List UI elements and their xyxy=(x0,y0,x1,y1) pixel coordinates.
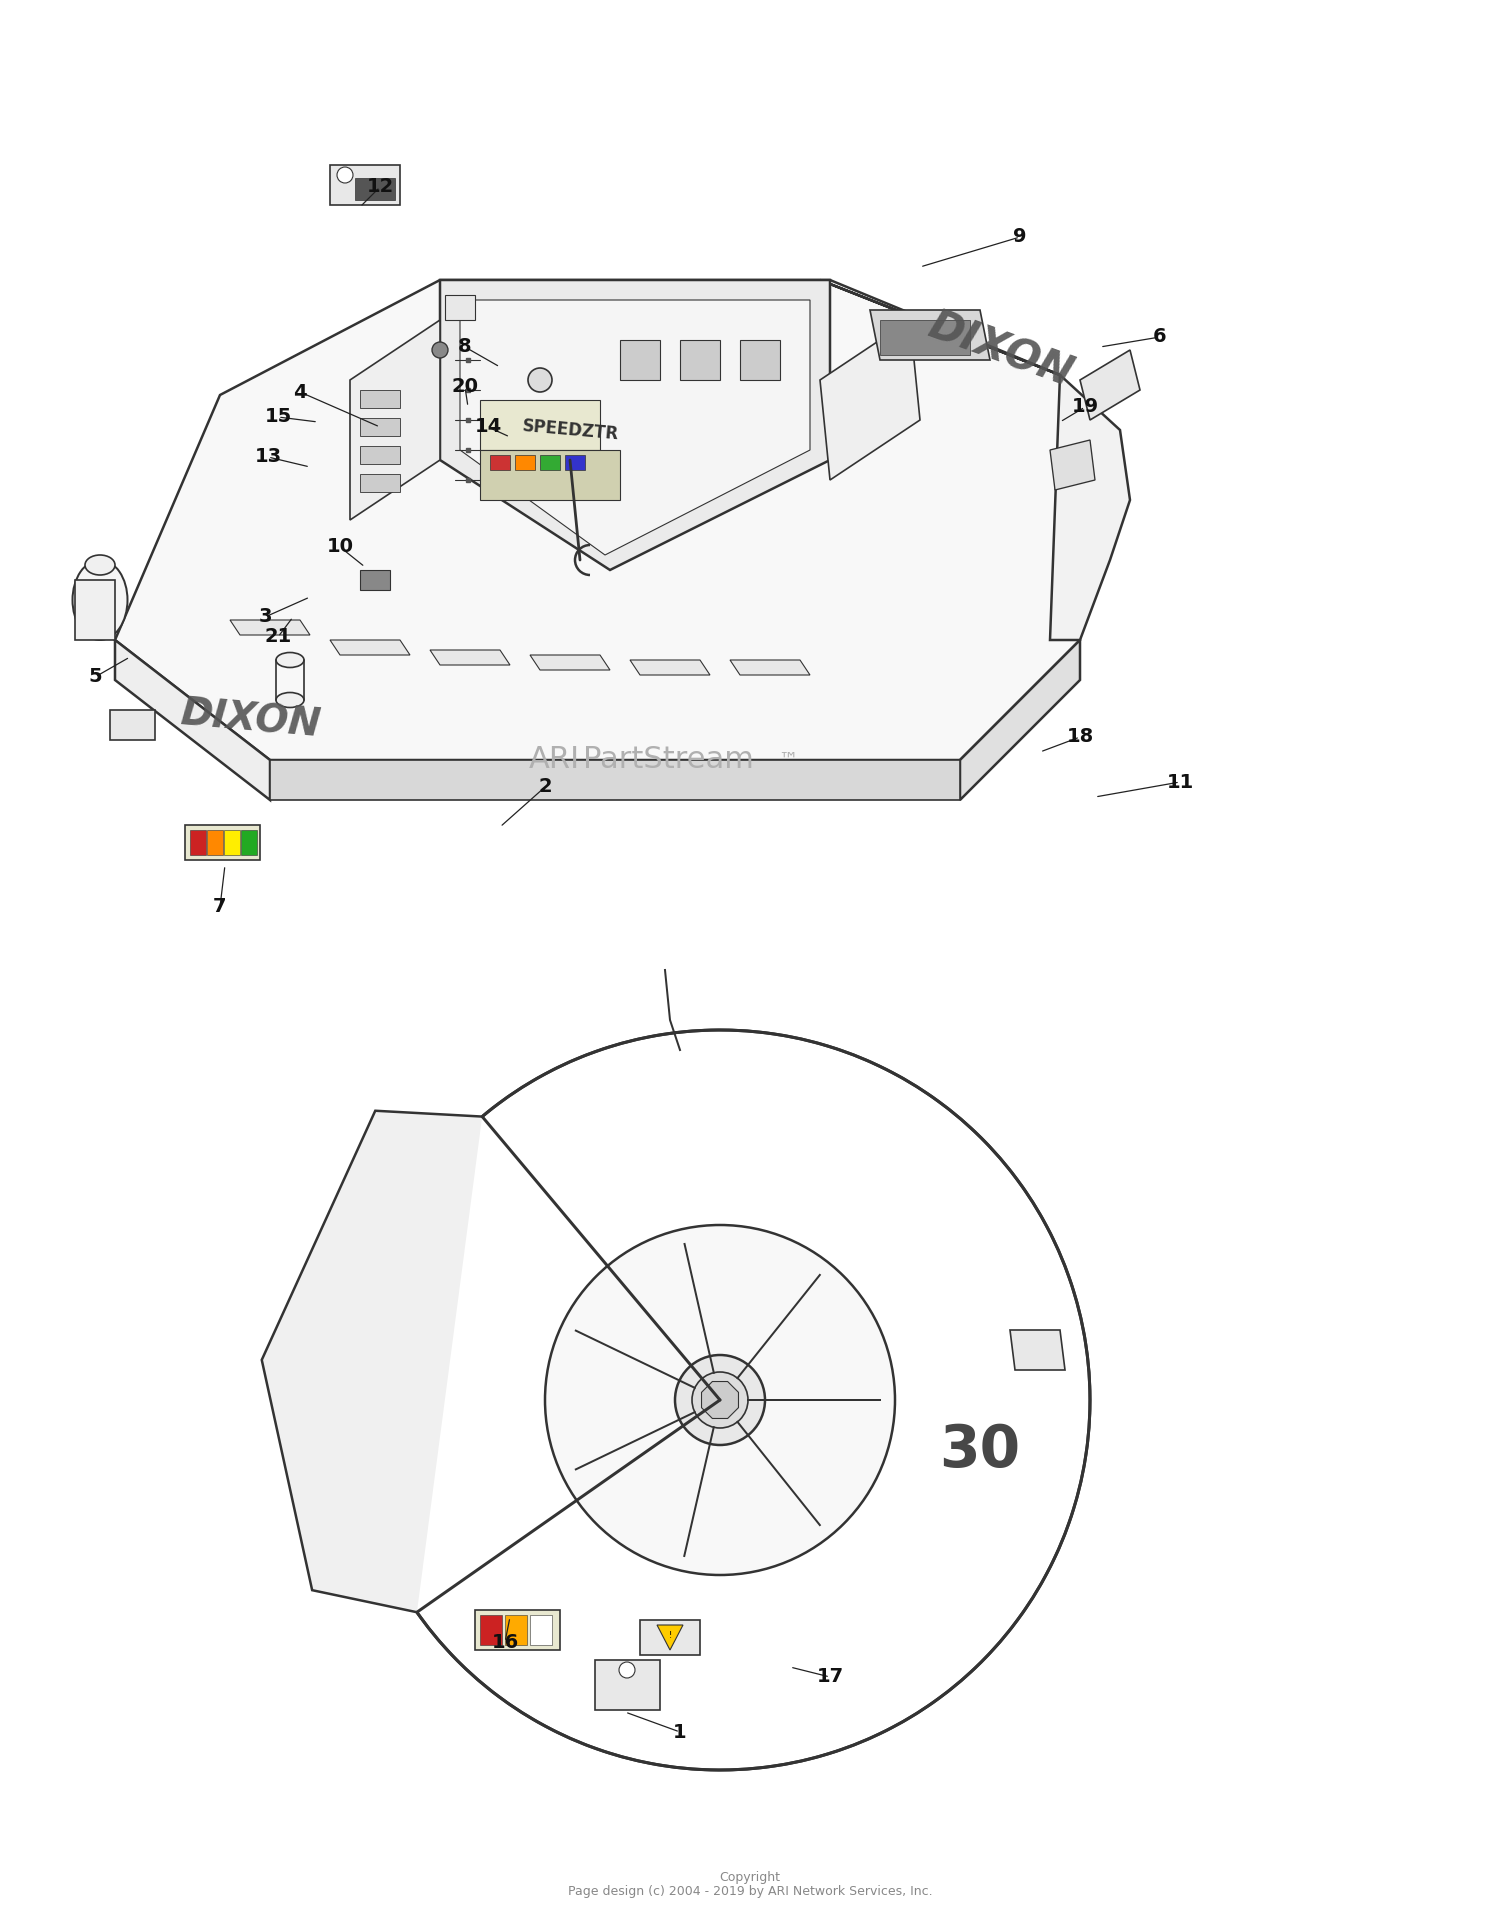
Polygon shape xyxy=(360,418,401,436)
Polygon shape xyxy=(116,279,1080,759)
Text: !: ! xyxy=(669,1630,672,1640)
Polygon shape xyxy=(224,831,240,856)
Text: 14: 14 xyxy=(474,418,501,437)
Polygon shape xyxy=(446,295,476,320)
Polygon shape xyxy=(360,474,401,491)
Polygon shape xyxy=(360,389,401,409)
Text: 4: 4 xyxy=(292,382,308,401)
Text: 18: 18 xyxy=(1066,728,1094,746)
Polygon shape xyxy=(230,620,310,636)
Text: 8: 8 xyxy=(458,337,472,356)
Text: 3: 3 xyxy=(258,607,272,626)
Text: 20: 20 xyxy=(452,378,478,397)
Polygon shape xyxy=(514,455,535,470)
Text: 7: 7 xyxy=(213,898,226,917)
Text: Copyright: Copyright xyxy=(720,1871,780,1883)
Polygon shape xyxy=(702,1382,738,1418)
Ellipse shape xyxy=(72,561,128,640)
Polygon shape xyxy=(242,831,256,856)
Circle shape xyxy=(528,368,552,391)
Polygon shape xyxy=(530,655,610,671)
Text: PartStream: PartStream xyxy=(584,746,754,775)
Polygon shape xyxy=(630,661,710,674)
Polygon shape xyxy=(350,320,439,520)
Polygon shape xyxy=(110,709,154,740)
Polygon shape xyxy=(207,831,224,856)
Circle shape xyxy=(350,1031,1090,1771)
Text: 16: 16 xyxy=(492,1632,519,1651)
Ellipse shape xyxy=(276,653,304,667)
Text: 17: 17 xyxy=(816,1667,843,1686)
Polygon shape xyxy=(620,339,660,380)
Polygon shape xyxy=(330,640,410,655)
Ellipse shape xyxy=(86,555,116,574)
Text: 10: 10 xyxy=(327,538,354,557)
Text: 19: 19 xyxy=(1071,397,1098,416)
Polygon shape xyxy=(490,455,510,470)
Text: Page design (c) 2004 - 2019 by ARI Network Services, Inc.: Page design (c) 2004 - 2019 by ARI Netwo… xyxy=(567,1885,933,1898)
Polygon shape xyxy=(480,451,620,499)
Polygon shape xyxy=(821,320,920,480)
Polygon shape xyxy=(476,1609,560,1650)
Polygon shape xyxy=(680,339,720,380)
Polygon shape xyxy=(540,455,560,470)
Text: 2: 2 xyxy=(538,777,552,796)
Text: 30: 30 xyxy=(939,1422,1020,1478)
Polygon shape xyxy=(730,661,810,674)
Polygon shape xyxy=(657,1624,682,1650)
Text: 11: 11 xyxy=(1167,773,1194,792)
Polygon shape xyxy=(880,320,971,355)
Text: SPEEDZTR: SPEEDZTR xyxy=(520,416,620,443)
Polygon shape xyxy=(566,455,585,470)
Polygon shape xyxy=(821,279,1130,640)
Polygon shape xyxy=(190,831,206,856)
Polygon shape xyxy=(1080,351,1140,420)
Polygon shape xyxy=(184,825,260,859)
Polygon shape xyxy=(596,1659,660,1709)
Polygon shape xyxy=(440,279,830,570)
Text: 21: 21 xyxy=(264,628,291,646)
Text: ARI: ARI xyxy=(530,746,580,775)
Polygon shape xyxy=(506,1615,526,1646)
Text: 9: 9 xyxy=(1014,227,1026,247)
Text: 13: 13 xyxy=(255,447,282,466)
Text: DIXON: DIXON xyxy=(178,696,322,746)
Text: 1: 1 xyxy=(674,1723,687,1742)
Polygon shape xyxy=(356,177,395,200)
Wedge shape xyxy=(345,1112,720,1615)
Polygon shape xyxy=(116,640,270,800)
Polygon shape xyxy=(870,310,990,360)
Polygon shape xyxy=(262,1110,482,1613)
Polygon shape xyxy=(480,1615,502,1646)
Polygon shape xyxy=(1050,439,1095,489)
Polygon shape xyxy=(75,580,116,640)
Circle shape xyxy=(692,1372,748,1428)
Polygon shape xyxy=(430,649,510,665)
Ellipse shape xyxy=(276,692,304,707)
Text: 15: 15 xyxy=(264,407,291,426)
Polygon shape xyxy=(460,301,810,555)
Polygon shape xyxy=(740,339,780,380)
Circle shape xyxy=(432,341,448,358)
Text: ™: ™ xyxy=(778,750,798,769)
Text: 5: 5 xyxy=(88,667,102,686)
Polygon shape xyxy=(1010,1330,1065,1370)
Polygon shape xyxy=(640,1621,700,1655)
Circle shape xyxy=(620,1661,634,1678)
Circle shape xyxy=(544,1226,896,1574)
Text: DIXON: DIXON xyxy=(922,304,1078,395)
Circle shape xyxy=(675,1355,765,1445)
Polygon shape xyxy=(270,759,960,800)
Polygon shape xyxy=(480,401,600,451)
Circle shape xyxy=(338,168,352,183)
Polygon shape xyxy=(360,445,401,464)
Polygon shape xyxy=(960,640,1080,800)
Text: 6: 6 xyxy=(1154,328,1167,347)
Polygon shape xyxy=(330,166,400,204)
Text: 12: 12 xyxy=(366,177,393,197)
Polygon shape xyxy=(360,570,390,590)
Polygon shape xyxy=(530,1615,552,1646)
